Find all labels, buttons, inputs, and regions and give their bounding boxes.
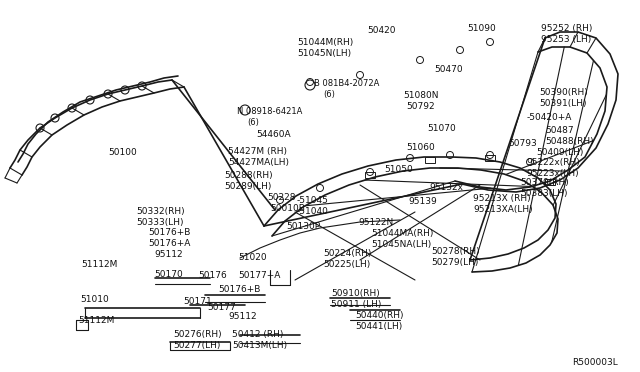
- Text: (6): (6): [247, 118, 259, 127]
- Text: 95112: 95112: [228, 312, 257, 321]
- Bar: [545, 179, 555, 185]
- Text: 54427MA(LH): 54427MA(LH): [228, 158, 289, 167]
- Text: 50176+B: 50176+B: [218, 285, 260, 294]
- Text: 50176+A: 50176+A: [148, 239, 190, 248]
- Text: 51020: 51020: [238, 253, 267, 262]
- Text: 51112M: 51112M: [81, 260, 117, 269]
- Text: 50470: 50470: [434, 65, 463, 74]
- Text: 50488(RH): 50488(RH): [545, 137, 594, 146]
- Text: 50441(LH): 50441(LH): [355, 322, 403, 331]
- Text: 51045N(LH): 51045N(LH): [297, 49, 351, 58]
- Text: -51040: -51040: [297, 207, 329, 216]
- Text: 50278(RH): 50278(RH): [431, 247, 479, 256]
- Text: 50793: 50793: [508, 139, 537, 148]
- Bar: [485, 155, 495, 161]
- Text: 95112: 95112: [154, 250, 182, 259]
- Text: 50911 (LH): 50911 (LH): [331, 300, 381, 309]
- Text: 50010B: 50010B: [270, 204, 305, 213]
- Text: 50383(LH): 50383(LH): [520, 189, 568, 198]
- Text: 50177: 50177: [207, 303, 236, 312]
- Text: 95139: 95139: [408, 197, 436, 206]
- Text: 50176+B: 50176+B: [148, 228, 190, 237]
- Text: -51045: -51045: [297, 196, 329, 205]
- Text: 54427M (RH): 54427M (RH): [228, 147, 287, 156]
- Text: 50171: 50171: [183, 297, 212, 306]
- Text: 50440(RH): 50440(RH): [355, 311, 403, 320]
- Text: 95253 (LH): 95253 (LH): [541, 35, 591, 44]
- Bar: [425, 157, 435, 163]
- Text: 50289(LH): 50289(LH): [224, 182, 271, 191]
- Text: 51090: 51090: [467, 24, 496, 33]
- Text: 95213XA(LH): 95213XA(LH): [473, 205, 532, 214]
- Text: N 08918-6421A: N 08918-6421A: [237, 107, 302, 116]
- Text: 95222x(RH): 95222x(RH): [526, 158, 580, 167]
- Text: 51045NA(LH): 51045NA(LH): [371, 240, 431, 249]
- Text: 95252 (RH): 95252 (RH): [541, 24, 593, 33]
- Text: 51044M(RH): 51044M(RH): [297, 38, 353, 47]
- Text: 50276(RH): 50276(RH): [173, 330, 221, 339]
- Text: 50409(LH): 50409(LH): [536, 148, 584, 157]
- Text: 50130P: 50130P: [286, 222, 320, 231]
- Text: -50420+A: -50420+A: [527, 113, 572, 122]
- Text: 50370(RH): 50370(RH): [520, 178, 569, 187]
- Text: 51050: 51050: [384, 165, 413, 174]
- Text: 51060: 51060: [406, 143, 435, 152]
- Text: 50279(LH): 50279(LH): [431, 258, 478, 267]
- Text: 95132x: 95132x: [429, 183, 463, 192]
- Text: 51070: 51070: [427, 124, 456, 133]
- Text: 50487: 50487: [545, 126, 573, 135]
- Text: 51080N: 51080N: [403, 91, 438, 100]
- Text: 50277(LH): 50277(LH): [173, 341, 220, 350]
- Text: 51112M: 51112M: [78, 316, 115, 325]
- Text: R500003L: R500003L: [572, 358, 618, 367]
- Text: 95213X (RH): 95213X (RH): [473, 194, 531, 203]
- Text: 51010: 51010: [80, 295, 109, 304]
- Text: 95223x(LH): 95223x(LH): [526, 169, 579, 178]
- Text: 50910(RH): 50910(RH): [331, 289, 380, 298]
- Text: 50176: 50176: [198, 271, 227, 280]
- Text: 54460A: 54460A: [256, 130, 291, 139]
- Text: 50288(RH): 50288(RH): [224, 171, 273, 180]
- Text: 50413M(LH): 50413M(LH): [232, 341, 287, 350]
- Text: 50390(RH): 50390(RH): [539, 88, 588, 97]
- Text: 51044MA(RH): 51044MA(RH): [371, 229, 433, 238]
- Text: (6): (6): [323, 90, 335, 99]
- Text: B 081B4-2072A: B 081B4-2072A: [314, 79, 380, 88]
- Bar: [365, 172, 375, 178]
- Text: 50170: 50170: [154, 270, 183, 279]
- Text: 50333(LH): 50333(LH): [136, 218, 184, 227]
- Text: 50792: 50792: [406, 102, 435, 111]
- Text: 50225(LH): 50225(LH): [323, 260, 371, 269]
- Text: 50100: 50100: [108, 148, 137, 157]
- Text: 50391(LH): 50391(LH): [539, 99, 586, 108]
- Text: 50177+A: 50177+A: [238, 271, 280, 280]
- Text: 50412 (RH): 50412 (RH): [232, 330, 284, 339]
- Text: 50332(RH): 50332(RH): [136, 207, 184, 216]
- Text: 50420: 50420: [367, 26, 396, 35]
- Text: 50228: 50228: [267, 193, 296, 202]
- Text: 50224(RH): 50224(RH): [323, 249, 371, 258]
- Text: 95122N: 95122N: [358, 218, 393, 227]
